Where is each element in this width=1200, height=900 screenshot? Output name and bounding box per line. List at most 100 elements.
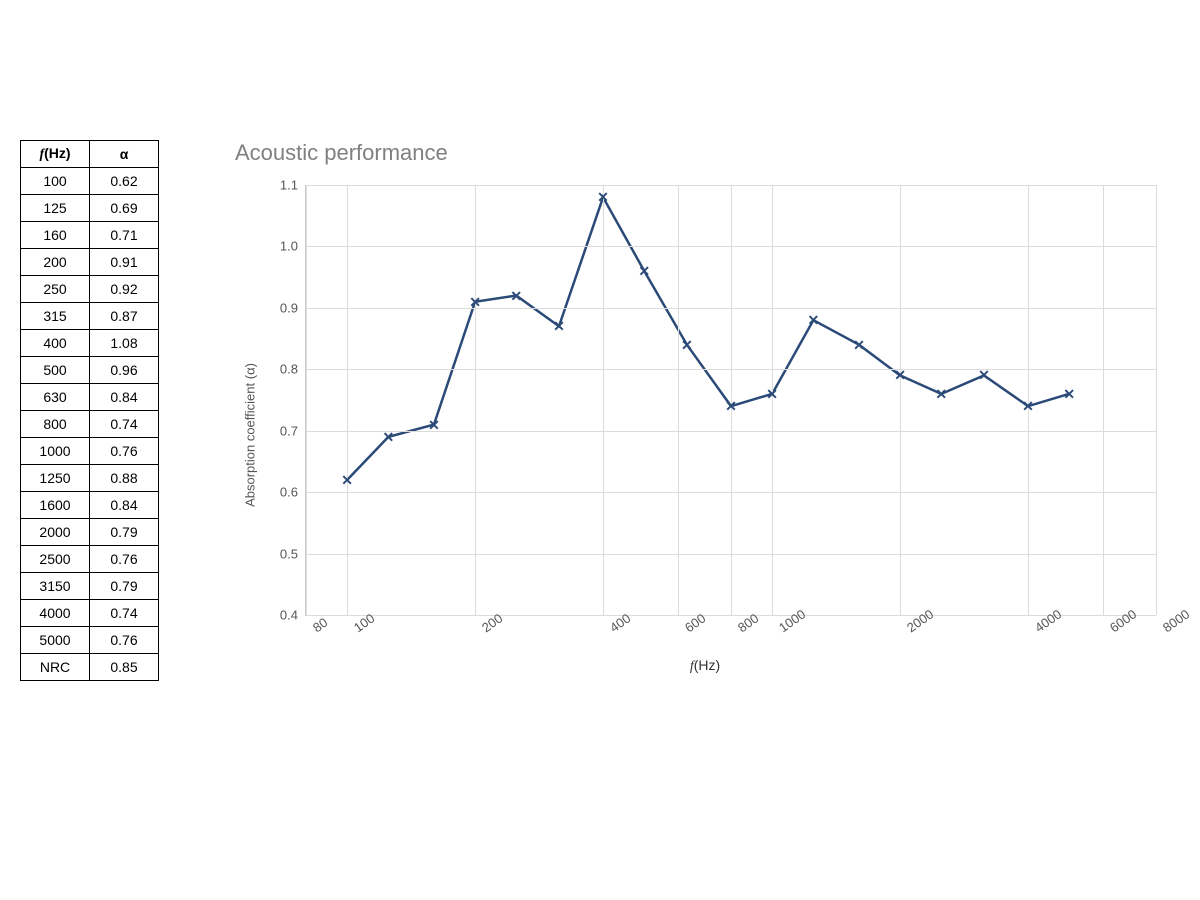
y-tick-label: 0.7 [280,423,298,438]
data-point-marker: ✕ [553,319,565,333]
data-point-marker: ✕ [766,387,778,401]
cell-alpha: 0.71 [90,222,159,249]
data-point-marker: ✕ [935,387,947,401]
chart-title: Acoustic performance [235,140,448,166]
table-row: 1600.71 [21,222,159,249]
table-row: 1250.69 [21,195,159,222]
chart-area: Absorption coefficient (α) 0.40.50.60.70… [235,175,1175,695]
cell-frequency: 200 [21,249,90,276]
gridline-vertical [1103,185,1104,615]
cell-frequency: 2000 [21,519,90,546]
cell-frequency: 800 [21,411,90,438]
x-tick-label: 80 [310,615,330,636]
gridline-vertical [603,185,604,615]
y-tick-label: 0.8 [280,362,298,377]
cell-frequency: 4000 [21,600,90,627]
data-point-marker: ✕ [382,430,394,444]
data-point-marker: ✕ [894,368,906,382]
data-point-marker: ✕ [469,295,481,309]
cell-alpha: 0.76 [90,546,159,573]
cell-frequency: 400 [21,330,90,357]
table-row: 8000.74 [21,411,159,438]
cell-frequency: 3150 [21,573,90,600]
y-tick-label: 0.6 [280,485,298,500]
cell-alpha: 1.08 [90,330,159,357]
data-point-marker: ✕ [1022,399,1034,413]
cell-frequency: 160 [21,222,90,249]
cell-frequency: 5000 [21,627,90,654]
table-row: 4001.08 [21,330,159,357]
table-row: 6300.84 [21,384,159,411]
table-row: 3150.87 [21,303,159,330]
data-point-marker: ✕ [428,418,440,432]
gridline-vertical [347,185,348,615]
data-point-marker: ✕ [681,338,693,352]
x-tick-label: 8000 [1160,606,1192,635]
cell-frequency: 250 [21,276,90,303]
plot-region: 0.40.50.60.70.80.91.01.18010020040060080… [305,185,1156,616]
table-row: 10000.76 [21,438,159,465]
gridline-vertical [475,185,476,615]
cell-frequency: 630 [21,384,90,411]
cell-alpha: 0.96 [90,357,159,384]
table-header-row: f(Hz) α [21,141,159,168]
cell-alpha: 0.85 [90,654,159,681]
table-row: 16000.84 [21,492,159,519]
gridline-vertical [306,185,307,615]
data-point-marker: ✕ [341,473,353,487]
cell-frequency: 100 [21,168,90,195]
y-tick-label: 0.4 [280,608,298,623]
cell-alpha: 0.76 [90,438,159,465]
cell-alpha: 0.88 [90,465,159,492]
y-tick-label: 0.5 [280,546,298,561]
cell-alpha: 0.74 [90,411,159,438]
data-point-marker: ✕ [638,264,650,278]
y-axis-label: Absorption coefficient (α) [243,363,258,507]
cell-alpha: 0.62 [90,168,159,195]
cell-frequency: 1000 [21,438,90,465]
table-row: NRC0.85 [21,654,159,681]
table-row: 12500.88 [21,465,159,492]
cell-alpha: 0.69 [90,195,159,222]
page-container: f(Hz) α 1000.621250.691600.712000.912500… [0,0,1200,900]
data-point-marker: ✕ [807,313,819,327]
cell-alpha: 0.92 [90,276,159,303]
data-point-marker: ✕ [725,399,737,413]
cell-frequency: 500 [21,357,90,384]
series-polyline [347,197,1069,480]
cell-frequency: 125 [21,195,90,222]
cell-frequency: 1250 [21,465,90,492]
cell-alpha: 0.91 [90,249,159,276]
cell-alpha: 0.84 [90,384,159,411]
table-row: 1000.62 [21,168,159,195]
table-row: 5000.96 [21,357,159,384]
y-tick-label: 1.0 [280,239,298,254]
data-point-marker: ✕ [510,289,522,303]
cell-frequency: NRC [21,654,90,681]
data-point-marker: ✕ [978,368,990,382]
gridline-vertical [678,185,679,615]
table-row: 50000.76 [21,627,159,654]
gridline-vertical [1156,185,1157,615]
gridline-vertical [900,185,901,615]
cell-alpha: 0.87 [90,303,159,330]
gridline-horizontal [306,615,1156,616]
table-row: 2000.91 [21,249,159,276]
y-tick-label: 0.9 [280,300,298,315]
table-row: 20000.79 [21,519,159,546]
cell-frequency: 2500 [21,546,90,573]
table-row: 2500.92 [21,276,159,303]
header-alpha: α [90,141,159,168]
table-row: 25000.76 [21,546,159,573]
cell-alpha: 0.74 [90,600,159,627]
cell-alpha: 0.76 [90,627,159,654]
data-table: f(Hz) α 1000.621250.691600.712000.912500… [20,140,159,681]
data-point-marker: ✕ [597,190,609,204]
table-row: 31500.79 [21,573,159,600]
cell-frequency: 1600 [21,492,90,519]
y-tick-label: 1.1 [280,178,298,193]
cell-alpha: 0.79 [90,519,159,546]
cell-alpha: 0.79 [90,573,159,600]
data-point-marker: ✕ [1063,387,1075,401]
table-row: 40000.74 [21,600,159,627]
